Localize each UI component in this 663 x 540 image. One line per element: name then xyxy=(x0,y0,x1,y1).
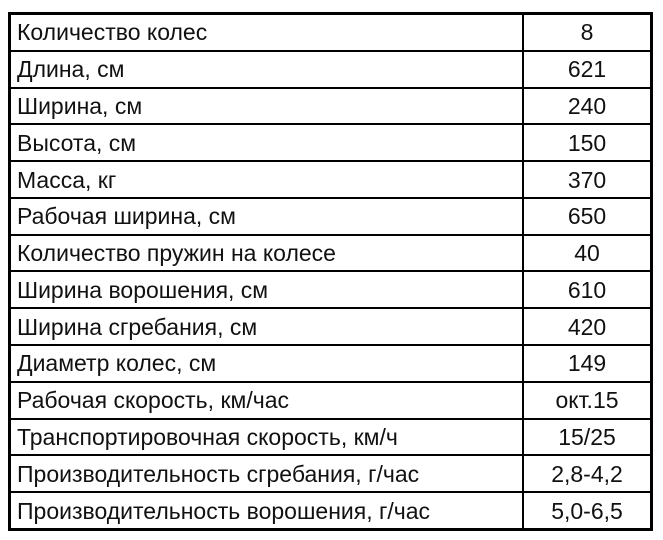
spec-label: Ширина, см xyxy=(8,86,524,126)
spec-label: Производительность сгребания, г/час xyxy=(8,454,524,494)
spec-value: 420 xyxy=(522,307,653,347)
spec-value: 2,8-4,2 xyxy=(522,454,653,494)
table-row: Диаметр колес, см 149 xyxy=(8,344,653,383)
spec-value: 8 xyxy=(522,12,653,52)
spec-label: Транспортировочная скорость, км/ч xyxy=(8,417,524,457)
spec-label: Рабочая ширина, см xyxy=(8,196,524,236)
spec-label: Ширина сгребания, см xyxy=(8,307,524,347)
spec-label: Ширина ворошения, см xyxy=(8,270,524,310)
specs-table: Количество колес 8 Длина, см 621 Ширина, см 2… xyxy=(8,12,653,531)
spec-value: окт.15 xyxy=(522,380,653,420)
table-row: Производительность сгребания, г/час 2,8-4… xyxy=(8,454,653,494)
table-row: Ширина ворошения, см 610 xyxy=(8,270,653,310)
table-row: Производительность ворошения, г/час 5,0-6… xyxy=(8,491,653,531)
spec-value: 150 xyxy=(522,123,653,163)
spec-label: Длина, см xyxy=(8,49,524,89)
spec-label: Высота, см xyxy=(8,123,524,163)
table-row: Масса, кг 370 xyxy=(8,160,653,199)
table-row: Количество колес 8 xyxy=(8,12,653,52)
spec-value: 5,0-6,5 xyxy=(522,491,653,531)
table-row: Ширина, см 240 xyxy=(8,86,653,126)
spec-label: Диаметр колес, см xyxy=(8,344,524,383)
spec-value: 621 xyxy=(522,49,653,89)
spec-value: 610 xyxy=(522,270,653,310)
spec-value: 370 xyxy=(522,160,653,199)
table-row: Рабочая ширина, см 650 xyxy=(8,196,653,236)
spec-label: Масса, кг xyxy=(8,160,524,199)
spec-label: Производительность ворошения, г/час xyxy=(8,491,524,531)
spec-value: 240 xyxy=(522,86,653,126)
table-row: Длина, см 621 xyxy=(8,49,653,89)
table-row: Высота, см 150 xyxy=(8,123,653,163)
table-row: Количество пружин на колесе 40 xyxy=(8,233,653,273)
spec-value: 650 xyxy=(522,196,653,236)
spec-value: 149 xyxy=(522,344,653,383)
table-row: Ширина сгребания, см 420 xyxy=(8,307,653,347)
table-row: Рабочая скорость, км/час окт.15 xyxy=(8,380,653,420)
spec-label: Количество колес xyxy=(8,12,524,52)
spec-label: Количество пружин на колесе xyxy=(8,233,524,273)
table-row: Транспортировочная скорость, км/ч 15/25 xyxy=(8,417,653,457)
spec-label: Рабочая скорость, км/час xyxy=(8,380,524,420)
spec-value: 15/25 xyxy=(522,417,653,457)
spec-value: 40 xyxy=(522,233,653,273)
